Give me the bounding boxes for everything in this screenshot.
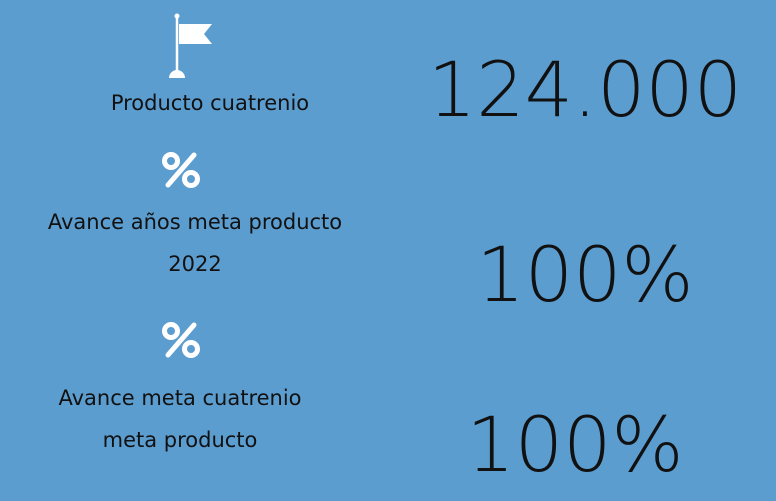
- kpi-value: 100%: [476, 230, 694, 319]
- kpi-value: 100%: [466, 400, 684, 489]
- percent-icon: [162, 152, 200, 188]
- kpi-value: 124.000: [427, 45, 743, 134]
- kpi-label: Avance años meta producto 2022: [47, 210, 343, 276]
- percent-icon: [162, 322, 200, 358]
- kpi-label: Avance meta cuatrenio meta producto: [58, 386, 302, 452]
- flag-icon: [169, 13, 212, 78]
- kpi-label: Producto cuatrenio: [110, 91, 310, 115]
